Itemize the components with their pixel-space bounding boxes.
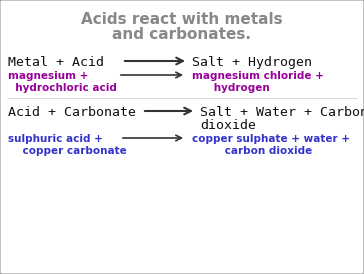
Text: Salt + Water + Carbon: Salt + Water + Carbon <box>200 106 364 119</box>
Text: and carbonates.: and carbonates. <box>112 27 252 42</box>
Text: hydrochloric acid: hydrochloric acid <box>8 83 117 93</box>
Text: Acids react with metals: Acids react with metals <box>81 12 283 27</box>
Text: hydrogen: hydrogen <box>192 83 270 93</box>
Text: copper sulphate + water +: copper sulphate + water + <box>192 134 350 144</box>
Text: Salt + Hydrogen: Salt + Hydrogen <box>192 56 312 69</box>
Text: magnesium chloride +: magnesium chloride + <box>192 71 324 81</box>
Text: magnesium +: magnesium + <box>8 71 88 81</box>
Text: carbon dioxide: carbon dioxide <box>192 146 312 156</box>
Text: Acid + Carbonate: Acid + Carbonate <box>8 106 136 119</box>
Text: sulphuric acid +: sulphuric acid + <box>8 134 103 144</box>
Text: copper carbonate: copper carbonate <box>8 146 127 156</box>
Text: Metal + Acid: Metal + Acid <box>8 56 104 69</box>
Text: dioxide: dioxide <box>200 119 256 132</box>
